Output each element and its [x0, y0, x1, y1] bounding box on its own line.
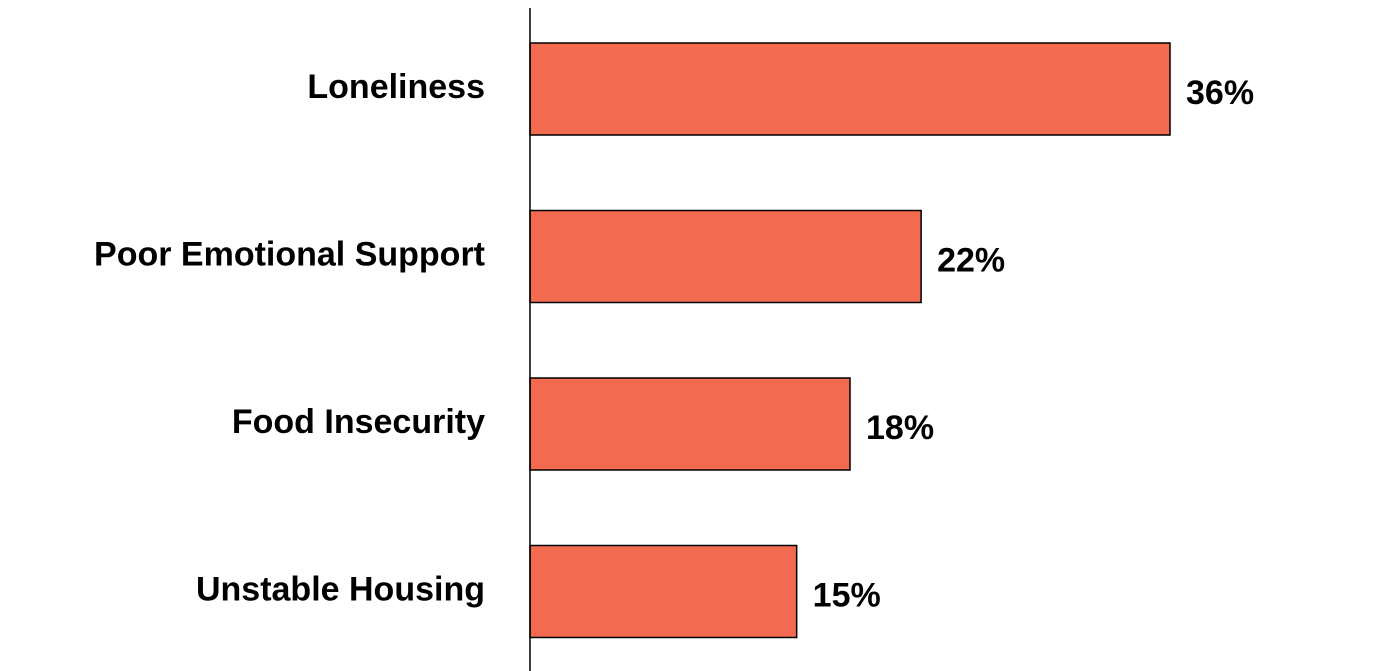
bars-group — [529, 42, 1171, 639]
category-label-food-insecurity: Food Insecurity — [232, 403, 485, 441]
value-label-food-insecurity: 18% — [866, 409, 934, 447]
value-label-loneliness: 36% — [1186, 74, 1254, 112]
bar-loneliness — [529, 42, 1171, 136]
value-label-poor-emotional-support: 22% — [937, 241, 1005, 279]
category-label-loneliness: Loneliness — [307, 68, 485, 106]
bar-food-insecurity — [529, 377, 851, 471]
value-labels-group: 36% 22% 18% 15% — [813, 74, 1254, 615]
bar-unstable-housing — [529, 544, 798, 639]
category-labels-group: Loneliness Poor Emotional Support Food Ins… — [94, 68, 485, 609]
value-label-unstable-housing: 15% — [813, 576, 881, 614]
category-label-unstable-housing: Unstable Housing — [196, 570, 485, 608]
bar-poor-emotional-support — [529, 209, 922, 304]
category-label-poor-emotional-support: Poor Emotional Support — [94, 235, 485, 273]
